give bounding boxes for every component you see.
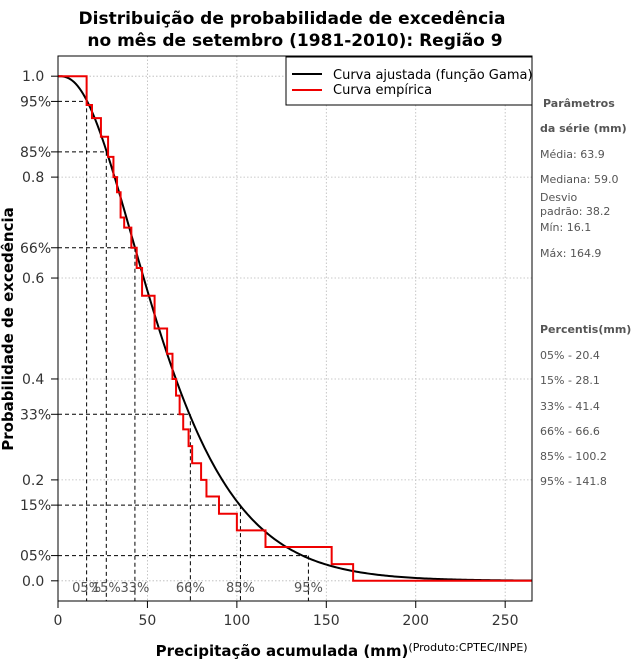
axis-layer: 0 50 100 150 200 250 0.0 0.2 0.4 0.6 0.8 1.0 95% 85% 6… [20, 69, 519, 629]
x-tick-label: 50 [139, 613, 157, 629]
legend-box [285, 56, 533, 106]
y-tick-label: 0.4 [22, 372, 44, 388]
percentile-label: 33% [120, 581, 149, 596]
percentil-15: 15% - 28.1 [540, 374, 600, 387]
y-pct-label: 85% [20, 145, 51, 161]
param-min: Mín: 16.1 [540, 221, 591, 234]
percentil-33: 33% - 41.4 [540, 400, 600, 413]
params-heading-1: Parâmetros [543, 97, 615, 110]
x-axis-label: Precipitação acumulada (mm) [156, 642, 409, 660]
param-desvio-1: Desvio [540, 191, 578, 204]
percentil-05: 05% - 20.4 [540, 349, 600, 362]
legend-label-fitted: Curva ajustada (função Gama) [333, 68, 533, 83]
y-tick-label: 1.0 [22, 69, 44, 85]
legend: Curva ajustada (função Gama) Curva empír… [285, 56, 533, 106]
y-pct-label: 33% [20, 407, 51, 423]
series-layer [57, 75, 533, 582]
x-tick-label: 0 [54, 613, 63, 629]
chart-title-line2: no mês de setembro (1981-2010): Região 9 [87, 31, 502, 51]
y-pct-label: 66% [20, 241, 51, 257]
percentil-66: 66% - 66.6 [540, 425, 600, 438]
percentis-heading: Percentis(mm) [540, 323, 631, 336]
percentile-label: 15% [92, 581, 121, 596]
params-heading-2: da série (mm) [540, 122, 627, 135]
y-axis-label: Probabilidade de excedência [0, 207, 17, 451]
y-tick-label: 0.6 [22, 271, 44, 287]
chart-title-line1: Distribuição de probabilidade de excedên… [79, 9, 506, 29]
percentile-guides: 05%15% 33% 66% 85% 95% [58, 100, 323, 601]
param-media: Média: 63.9 [540, 148, 605, 161]
param-mediana: Mediana: 59.0 [540, 173, 618, 186]
percentile-label: 85% [226, 581, 255, 596]
y-tick-label: 0.0 [22, 574, 44, 590]
percentile-label: 05% [72, 581, 101, 596]
x-tick-label: 200 [402, 613, 429, 629]
percentil-85: 85% - 100.2 [540, 450, 607, 463]
product-label: (Produto:CPTEC/INPE) [408, 641, 527, 654]
side-panel: Parâmetros da série (mm) Média: 63.9 Med… [540, 97, 631, 488]
y-tick-label: 0.8 [22, 170, 44, 186]
y-pct-label: 15% [20, 498, 51, 514]
param-max: Máx: 164.9 [540, 247, 601, 260]
y-pct-label: 95% [20, 94, 51, 110]
percentile-label: 95% [294, 581, 323, 596]
grid-layer [57, 56, 532, 601]
legend-label-empirical: Curva empírica [333, 83, 432, 98]
percentile-label: 66% [176, 581, 205, 596]
percentil-95: 95% - 141.8 [540, 475, 607, 488]
x-tick-label: 250 [492, 613, 519, 629]
empirical-curve [58, 75, 532, 582]
y-tick-label: 0.2 [22, 473, 44, 489]
x-tick-label: 100 [224, 613, 251, 629]
param-desvio-2: padrão: 38.2 [540, 205, 610, 218]
plot-frame [57, 55, 533, 602]
x-tick-label: 150 [313, 613, 340, 629]
y-pct-label: 05% [20, 549, 51, 565]
